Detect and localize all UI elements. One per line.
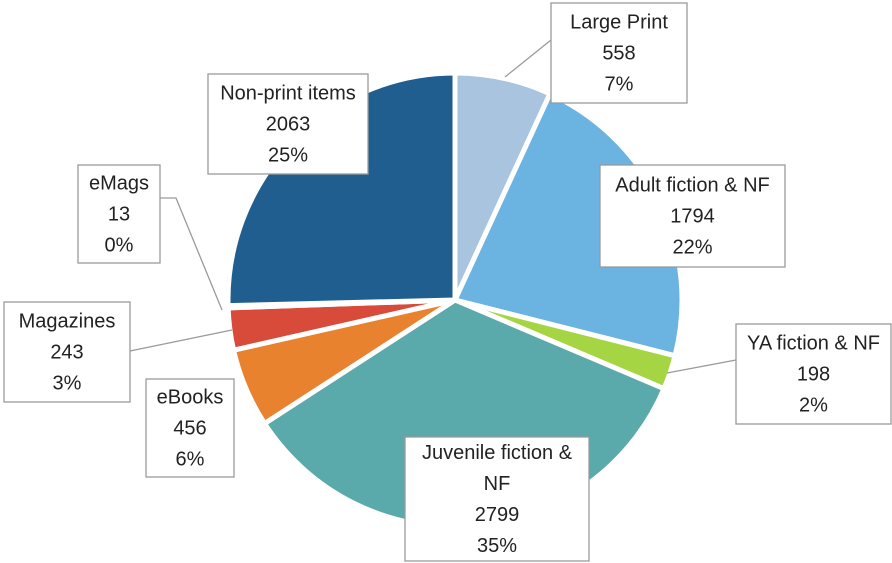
label-percent: 22% xyxy=(672,237,712,259)
label-category: Magazines xyxy=(19,311,116,333)
data-label-magazines: Magazines 243 3% xyxy=(3,301,131,403)
label-box xyxy=(145,378,235,478)
label-value: 198 xyxy=(797,364,830,386)
label-box xyxy=(550,2,688,104)
label-percent: 2% xyxy=(799,395,828,417)
label-category: Large Print xyxy=(570,12,668,34)
label-value: 2799 xyxy=(475,504,520,526)
label-percent: 7% xyxy=(605,74,634,96)
label-value: 558 xyxy=(602,43,635,65)
label-value: 13 xyxy=(108,204,130,226)
label-percent: 3% xyxy=(53,373,82,395)
label-percent: 25% xyxy=(268,145,308,167)
label-box xyxy=(77,164,161,264)
data-label-ebooks: eBooks 456 6% xyxy=(145,378,235,478)
leader-line-ya-fiction-nf xyxy=(666,359,737,374)
data-label-adult-fiction-nf: Adult fiction & NF 1794 22% xyxy=(599,164,786,268)
label-percent: 35% xyxy=(477,535,517,557)
data-label-non-print-items: Non-print items 2063 25% xyxy=(207,73,369,175)
label-category: Non-print items xyxy=(220,83,356,105)
label-category: Adult fiction & NF xyxy=(615,175,770,197)
data-label-emags: eMags 13 0% xyxy=(77,164,161,264)
label-box xyxy=(599,164,786,268)
leader-line-large-print xyxy=(504,39,552,78)
label-category: NF xyxy=(484,473,511,495)
data-label-ya-fiction-nf: YA fiction & NF 198 2% xyxy=(735,323,892,425)
leader-line-magazines xyxy=(129,329,233,352)
label-box xyxy=(404,436,590,562)
label-box xyxy=(207,73,369,175)
data-labels: Large Print 558 7% Adult fiction & NF 1794 22… xyxy=(3,2,892,562)
leader-lines xyxy=(129,39,737,374)
label-value: 1794 xyxy=(670,206,715,228)
label-percent: 6% xyxy=(176,449,205,471)
label-percent: 0% xyxy=(105,235,134,257)
label-value: 243 xyxy=(50,342,83,364)
data-label-juvenile-fiction-nf: Juvenile fiction & NF 2799 35% xyxy=(404,436,590,562)
label-value: 456 xyxy=(173,418,206,440)
leader-line-emags xyxy=(160,197,223,311)
label-box xyxy=(3,301,131,403)
pie-slices xyxy=(225,70,685,530)
label-category: Juvenile fiction & xyxy=(422,442,573,464)
label-category: YA fiction & NF xyxy=(747,333,880,355)
label-category: eMags xyxy=(89,173,149,195)
label-box xyxy=(735,323,892,425)
label-category: eBooks xyxy=(157,387,224,409)
data-label-large-print: Large Print 558 7% xyxy=(550,2,688,104)
label-value: 2063 xyxy=(266,114,311,136)
